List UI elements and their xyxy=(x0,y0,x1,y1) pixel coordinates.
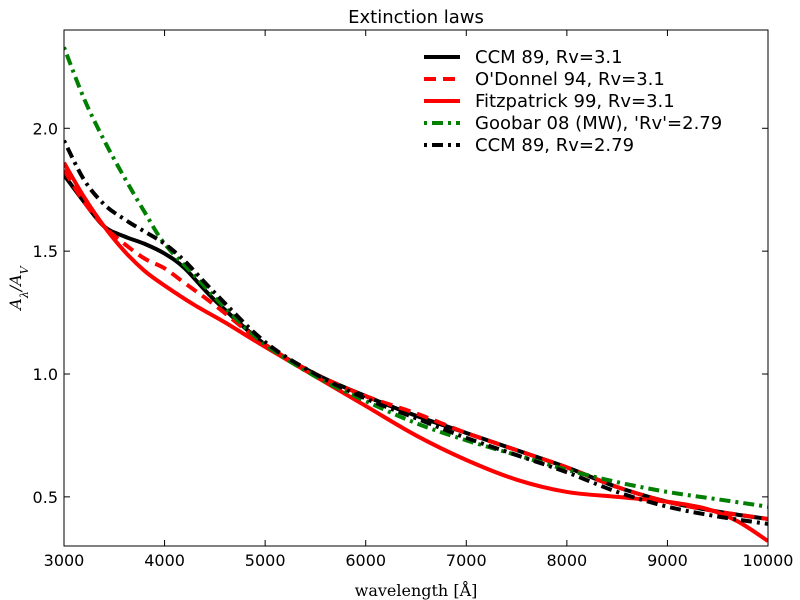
plot-area xyxy=(64,30,768,546)
y-tick-label: 1.0 xyxy=(33,365,58,384)
legend-label-2: O'Donnel 94, Rv=3.1 xyxy=(475,69,665,90)
plot-frame xyxy=(63,29,769,547)
x-axis-label: wavelength [Å] xyxy=(355,580,478,600)
chart-title: Extinction laws xyxy=(348,7,484,28)
x-tick-label: 5000 xyxy=(245,551,286,570)
x-tick-label: 3000 xyxy=(44,551,85,570)
legend: CCM 89, Rv=3.1O'Donnel 94, Rv=3.1Fitzpat… xyxy=(424,47,722,156)
x-tick-label: 7000 xyxy=(446,551,487,570)
series-line-4 xyxy=(64,46,768,509)
x-tick-label: 8000 xyxy=(546,551,587,570)
y-axis-label: Aλ/AV xyxy=(6,265,31,312)
series-line-3 xyxy=(64,161,768,543)
x-tick-label: 9000 xyxy=(647,551,688,570)
legend-label-4: Goobar 08 (MW), 'Rv'=2.79 xyxy=(475,113,722,134)
y-axis-label-sub-lambda: λ xyxy=(18,291,31,299)
tick-layer: 3000 4000 5000 6000 7000 8000 9000 10000 0.5 1.0 1… xyxy=(33,30,794,570)
y-tick-label: 0.5 xyxy=(33,488,58,507)
legend-label-5: CCM 89, Rv=2.79 xyxy=(475,135,634,156)
x-tick-label: 6000 xyxy=(345,551,386,570)
series-line-5 xyxy=(64,139,768,526)
x-tick-label: 4000 xyxy=(144,551,185,570)
y-tick-label: 1.5 xyxy=(33,242,58,261)
y-tick-label: 2.0 xyxy=(33,119,58,138)
y-axis-label-sub-v: V xyxy=(18,265,31,274)
series-layer xyxy=(64,46,768,543)
y-axis-label-a: A xyxy=(6,298,25,312)
legend-label-1: CCM 89, Rv=3.1 xyxy=(475,47,623,68)
y-axis-label-slash: /A xyxy=(6,274,25,293)
legend-label-3: Fitzpatrick 99, Rv=3.1 xyxy=(475,91,675,112)
x-tick-label: 10000 xyxy=(743,551,794,570)
